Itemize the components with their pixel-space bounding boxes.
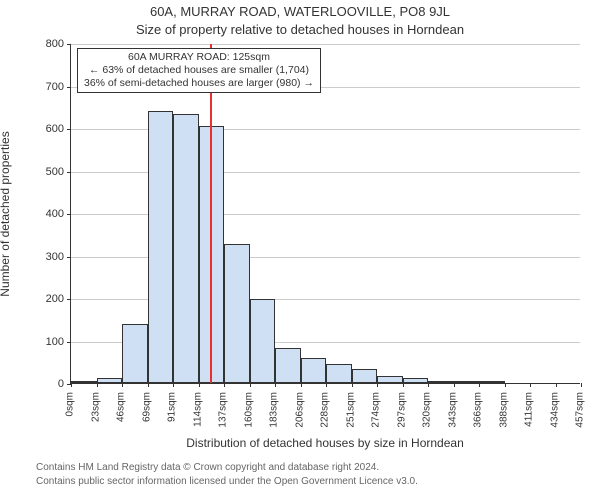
x-tick-label: 297sqm (396, 392, 407, 428)
chart-plot-area: 60A MURRAY ROAD: 125sqm ← 63% of detache… (70, 44, 580, 384)
x-tick-label: 320sqm (422, 392, 433, 428)
x-tick-mark (530, 383, 531, 387)
bar (326, 364, 352, 383)
y-tick-label: 400 (24, 208, 64, 220)
x-tick-label: 228sqm (320, 392, 331, 428)
x-tick-mark (505, 383, 506, 387)
x-tick-mark (275, 383, 276, 387)
annotation-line-2: ← 63% of detached houses are smaller (1,… (84, 64, 314, 77)
x-tick-mark (581, 383, 582, 387)
x-tick-mark (301, 383, 302, 387)
footer-line-1: Contains HM Land Registry data © Crown c… (36, 462, 596, 473)
y-tick-mark (67, 129, 71, 130)
x-tick-label: 137sqm (218, 392, 229, 428)
x-tick-label: 206sqm (294, 392, 305, 428)
y-tick-label: 200 (24, 293, 64, 305)
y-tick-mark (67, 172, 71, 173)
x-tick-label: 388sqm (498, 392, 509, 428)
y-tick-label: 500 (24, 166, 64, 178)
bar (479, 381, 505, 383)
x-tick-mark (173, 383, 174, 387)
x-tick-mark (97, 383, 98, 387)
x-tick-label: 114sqm (192, 392, 203, 427)
bar (275, 348, 301, 383)
y-tick-mark (67, 342, 71, 343)
x-tick-mark (454, 383, 455, 387)
x-tick-mark (326, 383, 327, 387)
reference-line (210, 44, 212, 383)
bar (377, 376, 403, 383)
bar (454, 381, 480, 383)
annotation-box: 60A MURRAY ROAD: 125sqm ← 63% of detache… (77, 48, 321, 93)
bar (173, 114, 199, 383)
x-tick-label: 183sqm (269, 392, 280, 428)
y-tick-mark (67, 214, 71, 215)
x-tick-mark (479, 383, 480, 387)
y-tick-label: 800 (24, 38, 64, 50)
annotation-line-3: 36% of semi-detached houses are larger (… (84, 77, 314, 90)
page-root: 60A, MURRAY ROAD, WATERLOOVILLE, PO8 9JL… (0, 0, 600, 500)
x-tick-mark (428, 383, 429, 387)
x-tick-mark (148, 383, 149, 387)
y-tick-mark (67, 87, 71, 88)
y-tick-label: 700 (24, 81, 64, 93)
bar (71, 381, 97, 383)
y-tick-label: 300 (24, 251, 64, 263)
bar (428, 381, 454, 383)
x-tick-mark (377, 383, 378, 387)
x-tick-mark (556, 383, 557, 387)
annotation-line-1: 60A MURRAY ROAD: 125sqm (84, 51, 314, 64)
y-tick-label: 600 (24, 123, 64, 135)
x-tick-label: 251sqm (345, 392, 356, 428)
bar (403, 378, 429, 383)
x-tick-label: 274sqm (371, 392, 382, 428)
x-tick-mark (199, 383, 200, 387)
bar (250, 299, 276, 383)
x-tick-label: 69sqm (141, 392, 152, 422)
y-tick-label: 0 (24, 378, 64, 390)
x-tick-label: 23sqm (90, 392, 101, 422)
footer-line-2: Contains public sector information licen… (36, 476, 596, 487)
x-tick-label: 46sqm (116, 392, 127, 422)
y-tick-mark (67, 299, 71, 300)
x-tick-mark (71, 383, 72, 387)
bar (97, 378, 123, 383)
y-axis-label: Number of detached properties (0, 131, 12, 296)
x-tick-label: 343sqm (447, 392, 458, 428)
bar (148, 111, 174, 383)
y-tick-mark (67, 384, 71, 385)
bar (352, 369, 378, 383)
x-tick-mark (224, 383, 225, 387)
bar-series (71, 44, 580, 383)
x-tick-mark (403, 383, 404, 387)
x-tick-label: 0sqm (65, 392, 76, 416)
x-tick-label: 434sqm (549, 392, 560, 428)
x-tick-label: 366sqm (473, 392, 484, 428)
x-axis-label: Distribution of detached houses by size … (70, 436, 580, 450)
x-tick-label: 91sqm (167, 392, 178, 422)
page-subtitle: Size of property relative to detached ho… (0, 22, 600, 37)
x-tick-label: 457sqm (575, 392, 586, 428)
y-tick-mark (67, 257, 71, 258)
bar (224, 244, 250, 383)
bar (301, 358, 327, 384)
x-tick-mark (250, 383, 251, 387)
y-tick-mark (67, 44, 71, 45)
x-tick-mark (122, 383, 123, 387)
page-title: 60A, MURRAY ROAD, WATERLOOVILLE, PO8 9JL (0, 4, 600, 19)
x-tick-label: 160sqm (243, 392, 254, 428)
bar (122, 324, 148, 384)
y-tick-label: 100 (24, 336, 64, 348)
x-tick-label: 411sqm (524, 392, 535, 427)
x-tick-mark (352, 383, 353, 387)
